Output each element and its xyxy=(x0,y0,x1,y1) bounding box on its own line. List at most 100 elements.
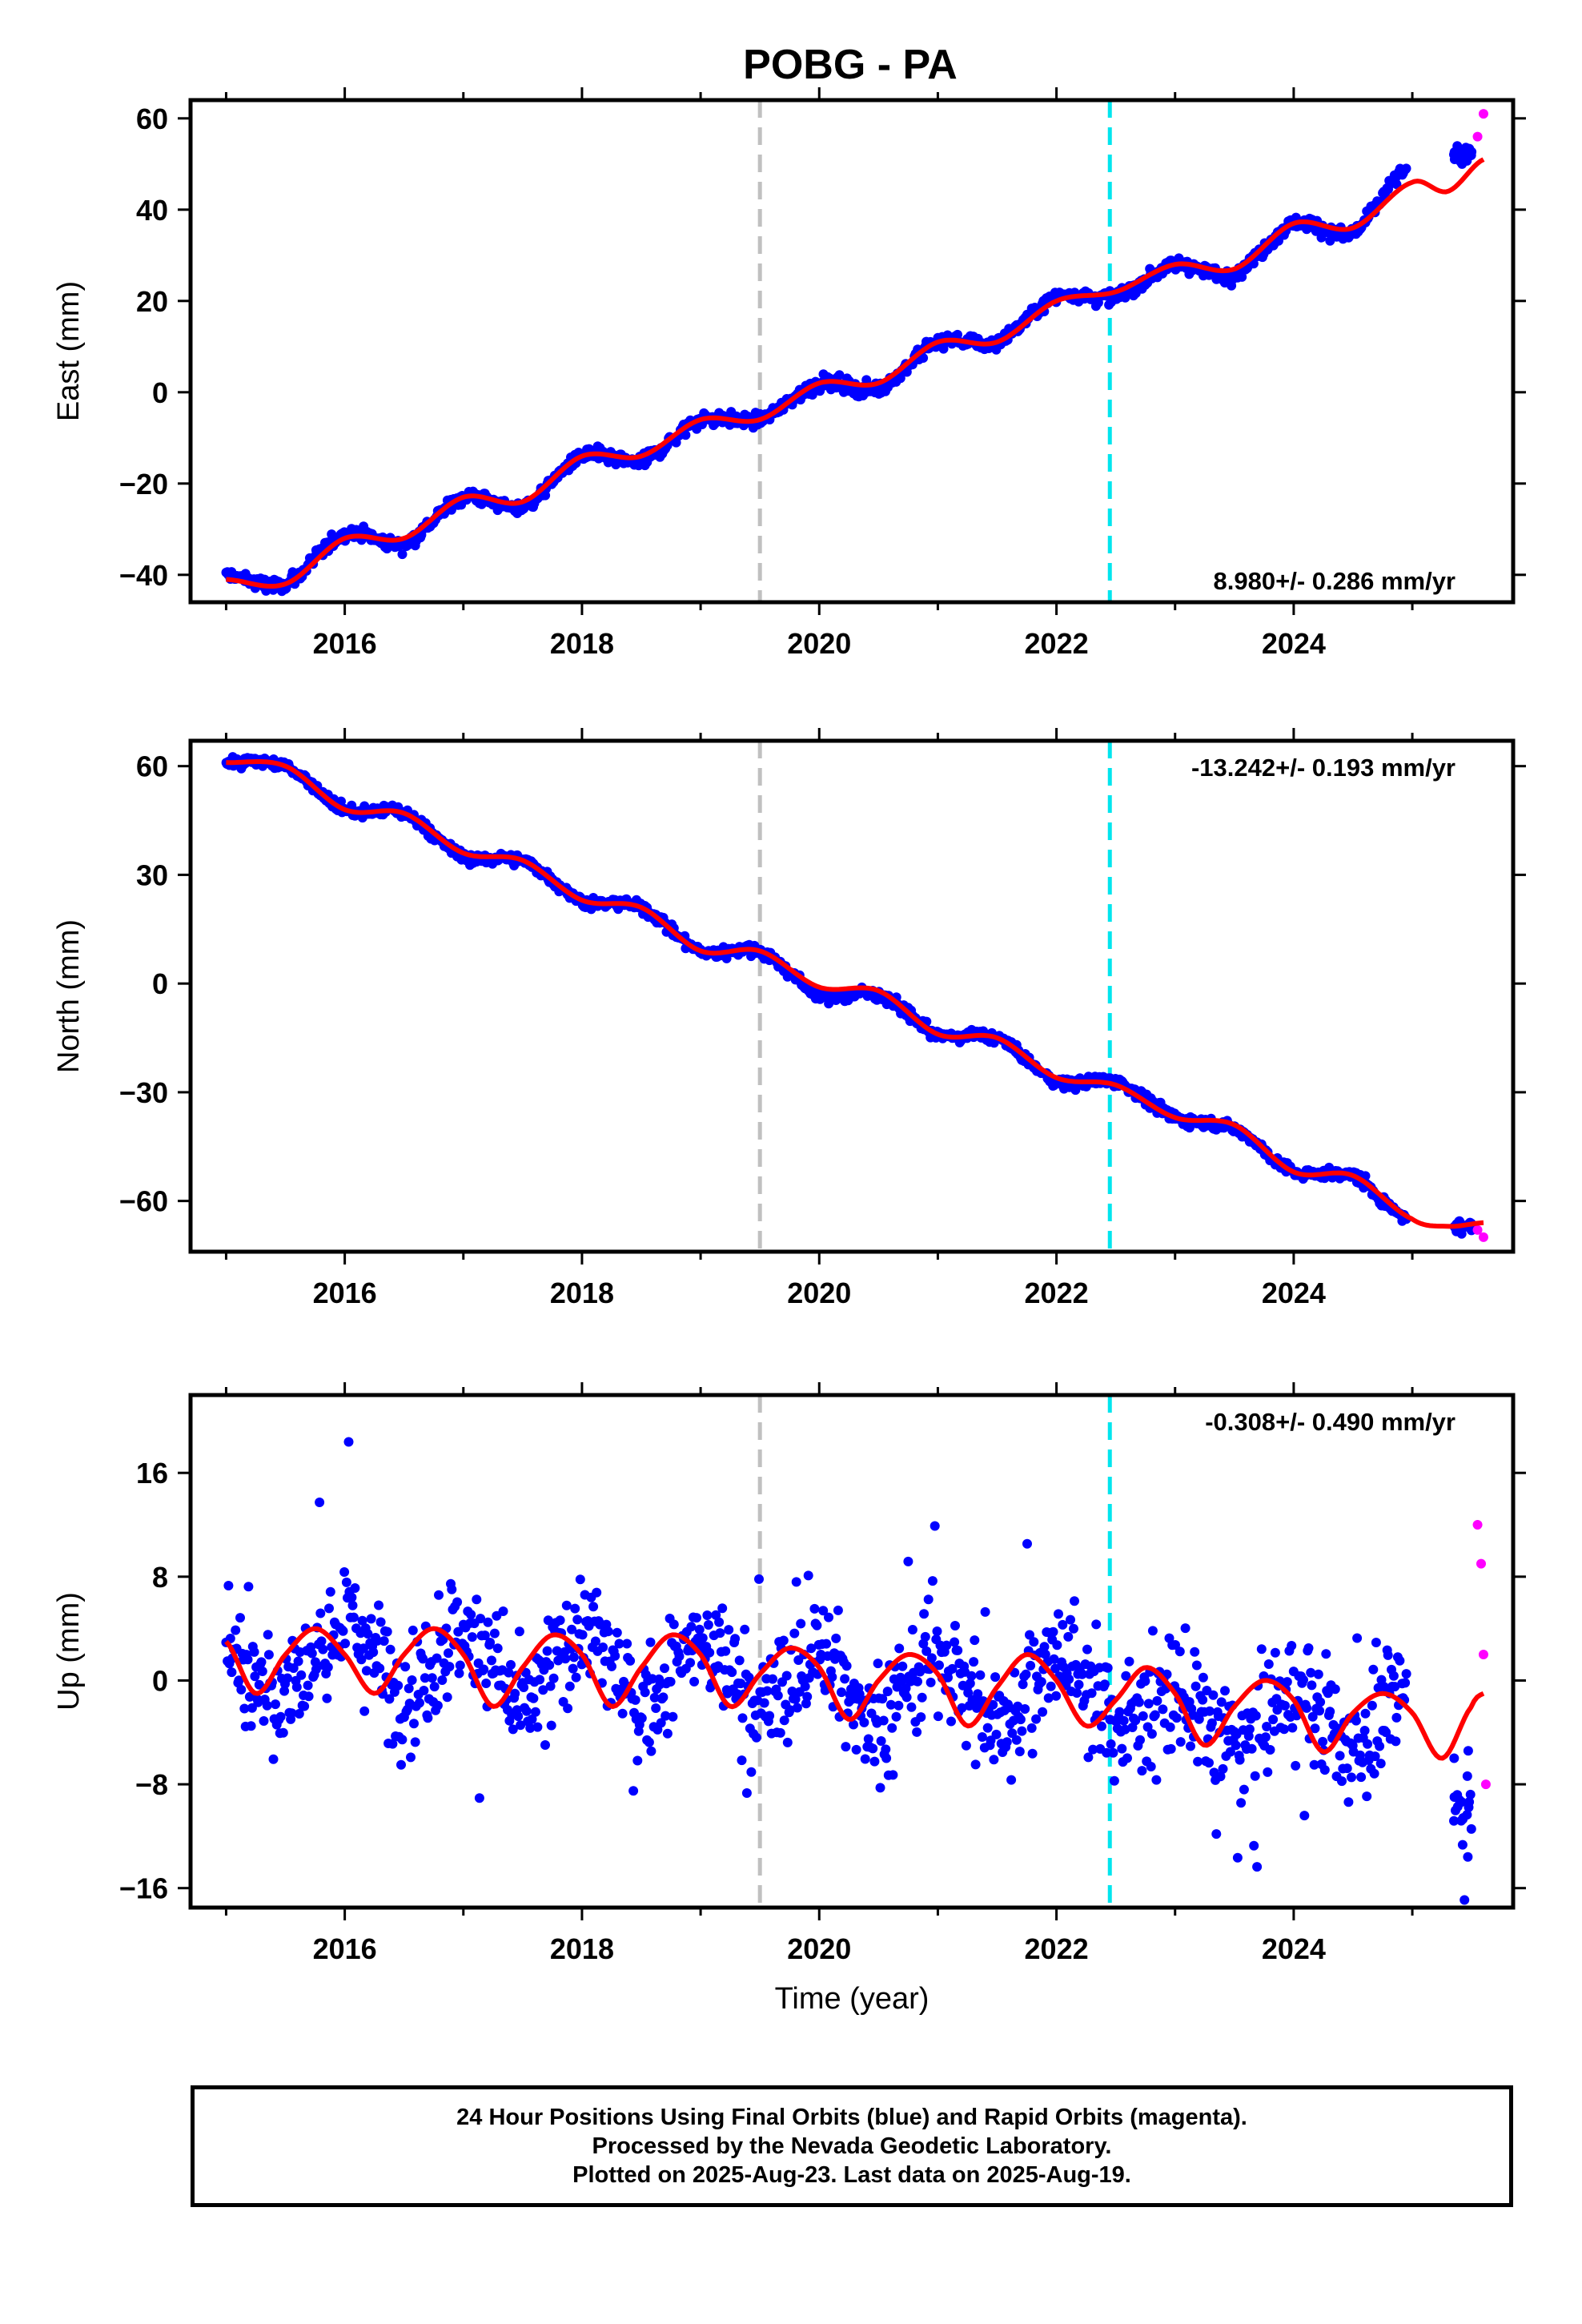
final-orbit-point xyxy=(1279,1724,1289,1735)
final-orbit-point xyxy=(564,1681,575,1691)
final-orbit-point xyxy=(1088,1744,1098,1755)
final-orbit-point xyxy=(1048,1626,1058,1637)
final-orbit-point xyxy=(658,1692,669,1703)
final-orbit-point xyxy=(406,1752,416,1763)
final-orbit-point xyxy=(434,1590,444,1600)
final-orbit-point xyxy=(519,1683,529,1692)
final-orbit-point xyxy=(877,1694,888,1704)
final-orbit-point xyxy=(447,1584,457,1594)
final-orbit-point xyxy=(875,1783,885,1793)
final-orbit-point xyxy=(382,1626,392,1637)
final-orbit-point xyxy=(577,1630,588,1640)
final-orbit-point xyxy=(1262,1722,1272,1731)
final-orbit-point xyxy=(703,1620,713,1630)
final-orbit-point xyxy=(1174,1647,1185,1657)
final-orbit-point xyxy=(768,1674,777,1684)
final-orbit-point xyxy=(368,1647,379,1658)
final-orbit-point xyxy=(881,1744,891,1755)
final-orbit-point xyxy=(372,1635,383,1646)
final-orbit-point xyxy=(744,1672,754,1683)
final-orbit-point xyxy=(1309,1759,1319,1770)
final-orbit-point xyxy=(916,1712,926,1723)
final-orbit-point xyxy=(1457,1839,1468,1850)
final-orbit-point xyxy=(1335,1751,1345,1761)
final-orbit-point xyxy=(988,1699,998,1710)
final-orbit-point xyxy=(873,1659,883,1669)
final-orbit-point xyxy=(724,1625,734,1635)
final-orbit-point xyxy=(610,1651,620,1661)
final-orbit-point xyxy=(1198,1672,1208,1683)
final-orbit-point xyxy=(1031,1714,1042,1724)
final-orbit-point xyxy=(1049,1654,1059,1664)
final-orbit-point xyxy=(508,1724,518,1735)
final-orbit-point xyxy=(452,1597,463,1607)
final-orbit-point xyxy=(893,1700,904,1711)
final-orbit-point xyxy=(359,1706,370,1716)
final-orbit-point xyxy=(702,1610,713,1620)
final-orbit-point xyxy=(897,1676,907,1687)
final-orbit-point xyxy=(923,1594,934,1605)
final-orbit-point xyxy=(1463,1852,1473,1862)
final-orbit-point xyxy=(778,1635,789,1646)
final-orbit-point xyxy=(1249,1840,1259,1851)
final-orbit-point xyxy=(279,1686,290,1696)
final-orbit-point xyxy=(1191,1660,1202,1671)
final-orbit-point xyxy=(1208,1690,1219,1700)
final-orbit-point xyxy=(1002,1737,1012,1747)
final-orbit-point xyxy=(575,1574,585,1585)
final-orbit-point xyxy=(859,1717,869,1727)
final-orbit-point xyxy=(1029,1637,1039,1647)
final-orbit-point xyxy=(927,1576,938,1586)
final-orbit-point xyxy=(876,1736,886,1746)
final-orbit-point xyxy=(1391,1712,1402,1723)
final-orbit-point xyxy=(1204,1758,1214,1768)
final-orbit-point xyxy=(796,1618,806,1629)
y-tick-label: 20 xyxy=(136,285,168,318)
final-orbit-point xyxy=(1118,1715,1129,1726)
final-orbit-point xyxy=(1086,1688,1097,1699)
final-orbit-point xyxy=(1052,1640,1062,1651)
final-orbit-point xyxy=(717,1603,728,1614)
final-orbit-point xyxy=(694,1624,705,1634)
y-tick-label: 0 xyxy=(152,1664,168,1697)
final-orbit-point xyxy=(622,1638,632,1649)
final-orbit-point xyxy=(860,1754,870,1764)
final-orbit-point xyxy=(630,1695,640,1705)
final-orbit-point xyxy=(307,1648,317,1659)
final-orbit-point xyxy=(268,1754,279,1764)
final-orbit-points xyxy=(221,1437,1476,1905)
final-orbit-point xyxy=(244,1691,255,1702)
final-orbit-point xyxy=(246,1721,256,1731)
final-orbit-point xyxy=(765,1711,775,1721)
final-orbit-point xyxy=(444,1662,455,1672)
final-orbit-point xyxy=(1013,1701,1023,1711)
final-orbit-point xyxy=(1109,1775,1119,1786)
final-orbit-point xyxy=(947,1663,958,1674)
final-orbit-point xyxy=(705,1647,715,1658)
final-orbit-point xyxy=(975,1670,986,1680)
final-orbit-point xyxy=(366,1614,376,1624)
final-orbit-point xyxy=(555,1615,565,1626)
final-orbit-point xyxy=(803,1570,813,1581)
final-orbit-point xyxy=(453,1626,464,1637)
final-orbit-point xyxy=(492,1643,503,1654)
final-orbit-point xyxy=(540,1740,550,1750)
final-orbit-point xyxy=(1391,1736,1401,1747)
x-tick-label: 2024 xyxy=(1262,1277,1326,1309)
final-orbit-point xyxy=(234,1675,244,1686)
final-orbit-point xyxy=(1460,1895,1470,1905)
final-orbit-point xyxy=(338,1626,348,1636)
final-orbit-point xyxy=(686,1622,697,1632)
final-orbit-point xyxy=(969,1657,979,1667)
final-orbit-point xyxy=(1027,1748,1038,1759)
final-orbit-point xyxy=(917,1692,927,1703)
x-tick-label: 2020 xyxy=(787,1277,851,1309)
final-orbit-point xyxy=(854,1689,865,1699)
footer-legend-box: 24 Hour Positions Using Final Orbits (bl… xyxy=(191,2085,1513,2207)
final-orbit-point xyxy=(1198,1695,1208,1705)
final-orbit-point xyxy=(1299,1675,1308,1685)
final-orbit-point xyxy=(625,1655,636,1666)
final-orbit-point xyxy=(1150,1710,1160,1720)
final-orbit-point xyxy=(741,1788,752,1798)
x-tick-label: 2018 xyxy=(550,1932,614,1965)
